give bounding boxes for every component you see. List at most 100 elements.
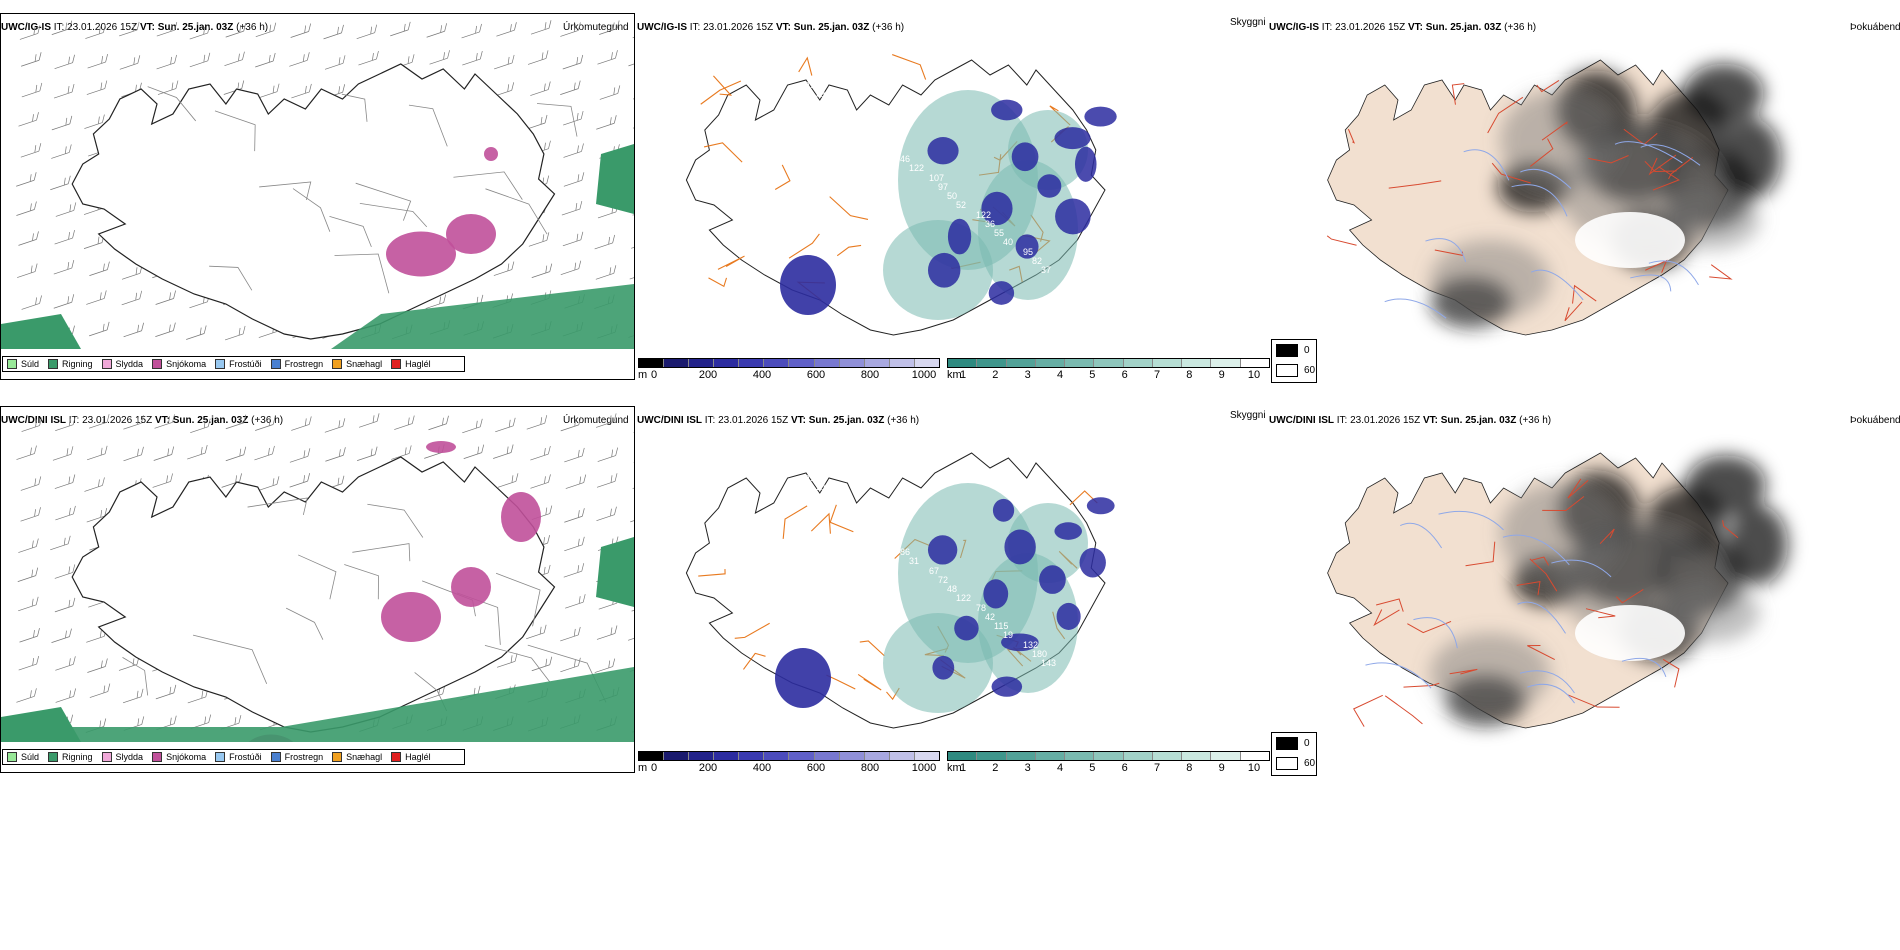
wind-barb	[189, 24, 211, 40]
lead-time: (+36 h)	[248, 415, 284, 426]
wind-barb	[428, 415, 449, 431]
scale-swatch	[1182, 752, 1212, 760]
legend-label: Frostúði	[229, 359, 262, 369]
snow-area	[386, 231, 456, 277]
wind-barb	[426, 23, 447, 38]
terrain-contour	[192, 634, 268, 684]
it-value: 23.01.2026 15Z	[67, 22, 140, 33]
coastline	[71, 456, 556, 733]
legend-swatch	[332, 752, 343, 762]
precip-panel-title: Úrkomutegund	[563, 415, 629, 426]
road	[1531, 556, 1550, 566]
scale-unit: m	[638, 369, 648, 381]
cloud-base-label: 92	[797, 71, 807, 81]
scale-tick: 400	[752, 369, 772, 381]
wind-barb	[632, 487, 634, 489]
cloud-base-label: 39	[797, 464, 807, 474]
river	[1519, 670, 1575, 694]
legend-swatch	[215, 359, 226, 369]
wind-barb	[596, 473, 618, 488]
wind-barb	[19, 628, 40, 643]
wind-barb	[254, 445, 275, 461]
wind-barb	[561, 200, 583, 216]
road	[1588, 155, 1629, 164]
scale-swatch	[977, 752, 1007, 760]
scale-swatch	[664, 359, 690, 367]
river	[1640, 144, 1701, 166]
it-value: 23.01.2026 15Z	[1350, 415, 1423, 426]
wind-barb	[20, 476, 42, 491]
wind-barb	[53, 84, 75, 99]
road	[788, 233, 820, 259]
scale-swatch	[1006, 359, 1036, 367]
wind-barb	[121, 290, 143, 306]
lead-time: (+36 h)	[869, 22, 905, 33]
road	[1527, 645, 1555, 660]
wind-barb	[122, 688, 144, 704]
wind-barb	[530, 20, 552, 35]
legend-label: Snæhagl	[346, 752, 383, 762]
terrain-contour	[359, 202, 428, 228]
cloud-base-cell	[988, 281, 1015, 305]
wind-barb	[50, 535, 71, 551]
visibility-map: 3310619107122951249277169736821951152064…	[685, 54, 1117, 336]
wind-barb	[565, 594, 586, 609]
wind-barb	[55, 656, 76, 671]
scale-swatch	[1123, 359, 1153, 367]
wind-barb	[599, 85, 621, 100]
wind-barb	[154, 414, 175, 429]
scale-tick: 9	[1218, 369, 1225, 381]
wind-barb	[18, 655, 40, 671]
model-name: UWC/DINI ISL	[637, 415, 702, 426]
wind-barb	[526, 624, 547, 640]
wind-barb	[530, 446, 551, 461]
cloud-base-label: 206	[853, 117, 868, 127]
scale-tick: 10	[1247, 762, 1261, 774]
fog-indicator-legend: 0 60	[1271, 732, 1317, 776]
scale-swatch	[1123, 752, 1153, 760]
wind-barb	[493, 444, 514, 459]
terrain-contour	[341, 93, 368, 122]
wind-barb	[87, 445, 108, 461]
scale-swatch	[814, 359, 840, 367]
wind-barb	[290, 23, 312, 38]
scale-swatch	[714, 359, 740, 367]
precip-type-map	[0, 13, 635, 380]
scale-tick: 2	[992, 369, 999, 381]
scale-tick: 1000	[911, 762, 937, 774]
wind-barb	[20, 143, 42, 158]
scale-tick: 1	[959, 369, 967, 381]
wind-barb	[564, 508, 585, 523]
road	[892, 54, 927, 80]
wind-barb	[123, 322, 144, 338]
fog-indicator-map	[1327, 452, 1788, 729]
wind-barb	[85, 24, 106, 39]
wind-barb	[53, 294, 75, 309]
visibility-map: 93 33 104 67 78 132 92 39 41 83 72 42 180 68 113 59 86 48…	[685, 452, 1115, 729]
cloud-base-cell	[1074, 146, 1097, 182]
it-value: 23.01.2026 15Z	[703, 22, 776, 33]
fog-legend-row: 60	[1276, 757, 1315, 770]
road	[1599, 528, 1615, 545]
wind-barb	[526, 114, 548, 130]
legend-swatch	[391, 752, 402, 762]
cloud-base-cell	[932, 655, 955, 680]
river	[1463, 149, 1510, 181]
visibility-panel-title: Skyggni	[1230, 17, 1266, 28]
cloud-base-label: 86	[900, 547, 910, 557]
model-name: UWC/DINI ISL	[1269, 415, 1334, 426]
cloud-base-label: 19	[1003, 630, 1013, 640]
wind-barb	[358, 50, 379, 66]
road	[782, 505, 808, 539]
legend-item: Frostregn	[270, 752, 323, 762]
cloud-base-label: 59	[853, 510, 863, 520]
wind-barb	[258, 83, 280, 98]
visibility-panel-title: Skyggni	[1230, 410, 1266, 421]
wind-barb	[289, 448, 311, 463]
cloud-base-cell	[1037, 174, 1062, 198]
fog-legend-swatch	[1276, 757, 1298, 770]
wind-barb	[225, 446, 247, 462]
wind-barb	[224, 325, 246, 341]
cloud-base-label: 19	[882, 136, 892, 146]
scale-swatch	[764, 359, 790, 367]
